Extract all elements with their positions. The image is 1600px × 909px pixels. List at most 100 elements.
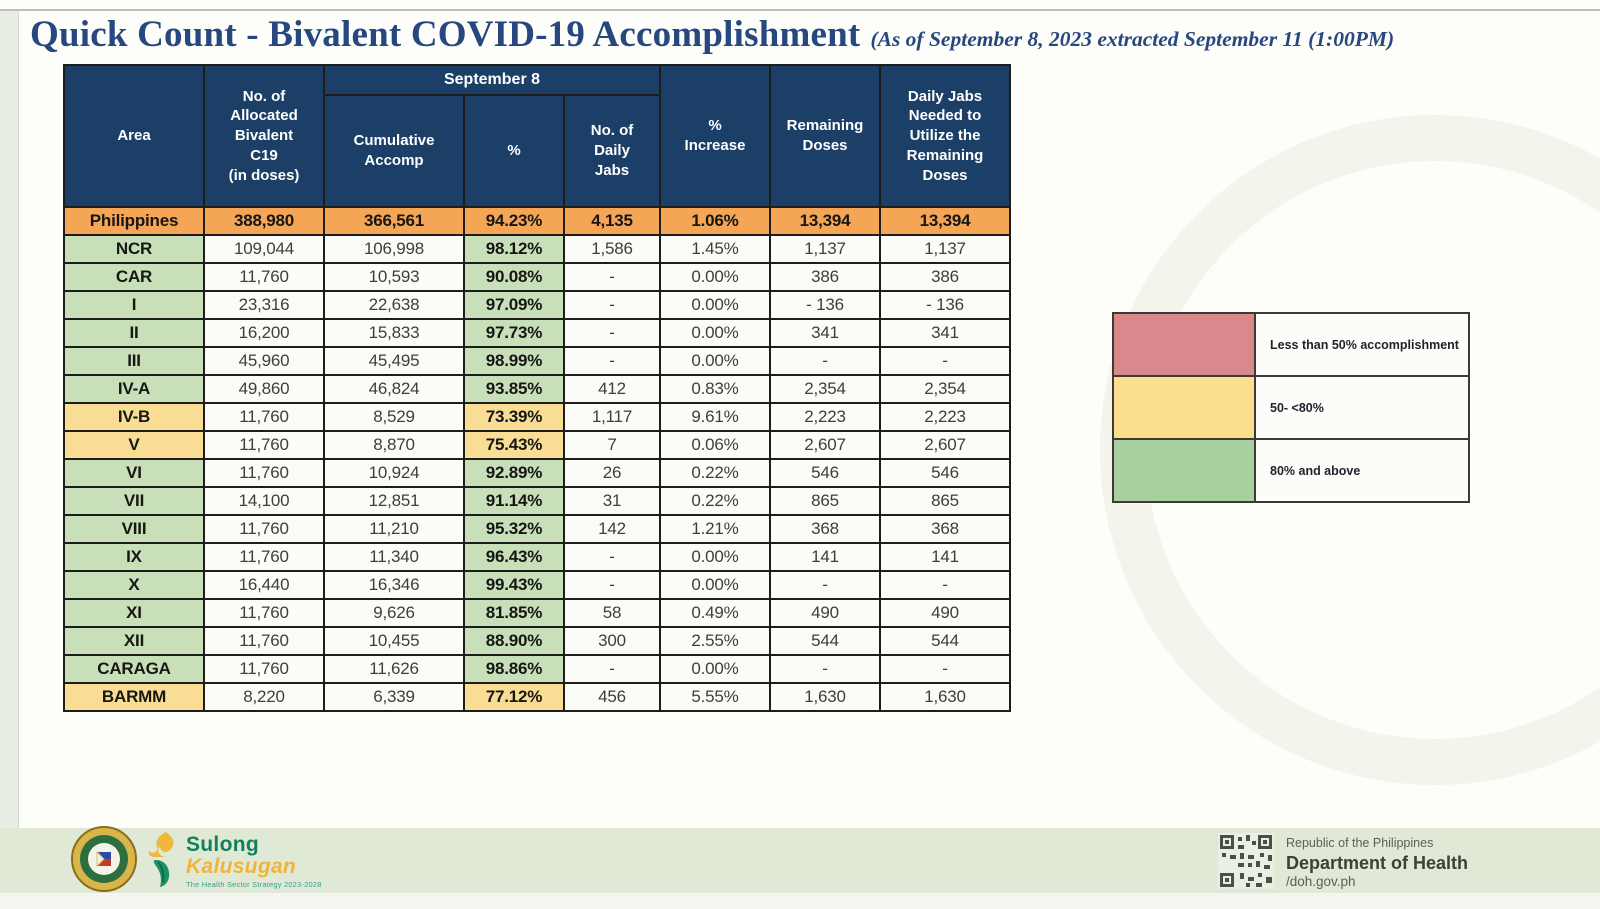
cell-allocated: 388,980 xyxy=(203,206,325,236)
legend-swatch-green xyxy=(1112,438,1256,503)
cell-daily-needed: 386 xyxy=(879,262,1011,292)
cell-allocated: 11,760 xyxy=(203,626,325,656)
table-row: XI 11,760 9,626 81.85% 58 0.49% 490 490 xyxy=(63,598,1011,628)
cell-allocated: 11,760 xyxy=(203,598,325,628)
table-row: CAR 11,760 10,593 90.08% -0.00% 386 386 xyxy=(63,262,1011,292)
cell-allocated: 45,960 xyxy=(203,346,325,376)
cell-allocated: 23,316 xyxy=(203,290,325,320)
table-body: Philippines 388,980 366,561 94.23% 4,135 1.06… xyxy=(63,206,1011,712)
table-row: VI 11,760 10,924 92.89% 26 0.22% 546 546 xyxy=(63,458,1011,488)
cell-percent: 73.39% xyxy=(463,402,565,432)
cell-remaining: 386 xyxy=(769,262,881,292)
cell-area: VIII xyxy=(63,514,205,544)
cell-allocated: 11,760 xyxy=(203,458,325,488)
cell-area: Philippines xyxy=(63,206,205,236)
cell-remaining: 2,354 xyxy=(769,374,881,404)
cell-daily-needed: - xyxy=(879,570,1011,600)
cell-daily-jabs: 300 xyxy=(563,626,661,656)
cell-remaining: 368 xyxy=(769,514,881,544)
accomplishment-table: Area No. of Allocated Bivalent C19 (in d… xyxy=(63,64,1011,712)
cell-percent: 94.23% xyxy=(463,206,565,236)
cell-cumulative: 106,998 xyxy=(323,234,465,264)
cell-remaining: 341 xyxy=(769,318,881,348)
cell-remaining: - xyxy=(769,346,881,376)
cell-allocated: 8,220 xyxy=(203,682,325,712)
cell-daily-needed: 1,630 xyxy=(879,682,1011,712)
page-subtitle: (As of September 8, 2023 extracted Septe… xyxy=(870,27,1395,51)
cell-percent-increase: 0.00% xyxy=(659,346,771,376)
cell-percent: 90.08% xyxy=(463,262,565,292)
cell-allocated: 16,200 xyxy=(203,318,325,348)
cell-area: NCR xyxy=(63,234,205,264)
kalusugan-logo-text: Kalusugan xyxy=(186,855,297,878)
cell-percent-increase: 0.00% xyxy=(659,570,771,600)
cell-area: XI xyxy=(63,598,205,628)
cell-percent: 95.32% xyxy=(463,514,565,544)
cell-area: IV-A xyxy=(63,374,205,404)
cell-allocated: 11,760 xyxy=(203,654,325,684)
cell-percent-increase: 0.00% xyxy=(659,542,771,572)
cell-percent-increase: 1.06% xyxy=(659,206,771,236)
cell-percent: 97.09% xyxy=(463,290,565,320)
table-row: I 23,316 22,638 97.09% -0.00% - 136- 136 xyxy=(63,290,1011,320)
cell-cumulative: 11,626 xyxy=(323,654,465,684)
cell-percent-increase: 0.00% xyxy=(659,318,771,348)
cell-percent-increase: 0.00% xyxy=(659,262,771,292)
cell-area: III xyxy=(63,346,205,376)
cell-cumulative: 22,638 xyxy=(323,290,465,320)
cell-allocated: 109,044 xyxy=(203,234,325,264)
cell-area: BARMM xyxy=(63,682,205,712)
cell-cumulative: 366,561 xyxy=(323,206,465,236)
table-row: VIII 11,760 11,210 95.32% 142 1.21% 368 368 xyxy=(63,514,1011,544)
cell-remaining: 490 xyxy=(769,598,881,628)
legend-row: Less than 50% accomplishment xyxy=(1112,312,1470,377)
cell-area: VI xyxy=(63,458,205,488)
title-row: Quick Count - Bivalent COVID-19 Accompli… xyxy=(30,13,1585,56)
top-border-line xyxy=(0,9,1600,11)
table-row: IV-A 49,860 46,824 93.85% 412 0.83% 2,354 2,354 xyxy=(63,374,1011,404)
cell-area: II xyxy=(63,318,205,348)
legend-row: 50- <80% xyxy=(1112,375,1470,440)
cell-daily-jabs: 1,586 xyxy=(563,234,661,264)
cell-remaining: 141 xyxy=(769,542,881,572)
qr-code-icon xyxy=(1218,833,1274,889)
cell-cumulative: 8,870 xyxy=(323,430,465,460)
cell-area: IV-B xyxy=(63,402,205,432)
cell-cumulative: 10,455 xyxy=(323,626,465,656)
legend-label: Less than 50% accomplishment xyxy=(1254,312,1470,377)
page-title: Quick Count - Bivalent COVID-19 Accompli… xyxy=(30,14,861,55)
legend-row: 80% and above xyxy=(1112,438,1470,503)
table-row: II 16,200 15,833 97.73% -0.00% 341 341 xyxy=(63,318,1011,348)
header-row-group: Area No. of Allocated Bivalent C19 (in d… xyxy=(63,64,1011,208)
table-row: CARAGA 11,760 11,626 98.86% -0.00% - - xyxy=(63,654,1011,684)
cell-percent: 88.90% xyxy=(463,626,565,656)
cell-allocated: 11,760 xyxy=(203,262,325,292)
republic-line: Republic of the Philippines xyxy=(1286,836,1434,850)
cell-area: VII xyxy=(63,486,205,516)
left-border-strip xyxy=(0,11,19,893)
cell-daily-jabs: - xyxy=(563,654,661,684)
doh-url: /doh.gov.ph xyxy=(1286,874,1356,890)
department-line: Department of Health xyxy=(1286,852,1469,873)
header-percent-increase: % Increase xyxy=(659,64,771,208)
cell-percent: 91.14% xyxy=(463,486,565,516)
legend-label: 50- <80% xyxy=(1254,375,1470,440)
table-row: IX 11,760 11,340 96.43% -0.00% 141 141 xyxy=(63,542,1011,572)
header-daily-jabs: No. of Daily Jabs xyxy=(563,94,661,208)
cell-daily-jabs: 26 xyxy=(563,458,661,488)
doh-footer-text: Republic of the Philippines Department o… xyxy=(1286,836,1468,891)
cell-area: V xyxy=(63,430,205,460)
cell-daily-needed: 368 xyxy=(879,514,1011,544)
cell-percent: 81.85% xyxy=(463,598,565,628)
table-row: V 11,760 8,870 75.43% 7 0.06% 2,607 2,607 xyxy=(63,430,1011,460)
cell-cumulative: 12,851 xyxy=(323,486,465,516)
cell-daily-needed: 13,394 xyxy=(879,206,1011,236)
sulong-kalusugan-logo: Sulong Kalusugan The Health Sector Strat… xyxy=(186,834,322,889)
header-percent: % xyxy=(463,94,565,208)
sulong-tagline: The Health Sector Strategy 2023-2028 xyxy=(186,880,322,889)
legend-label: 80% and above xyxy=(1254,438,1470,503)
cell-percent-increase: 2.55% xyxy=(659,626,771,656)
cell-cumulative: 10,924 xyxy=(323,458,465,488)
cell-remaining: 544 xyxy=(769,626,881,656)
cell-allocated: 11,760 xyxy=(203,402,325,432)
